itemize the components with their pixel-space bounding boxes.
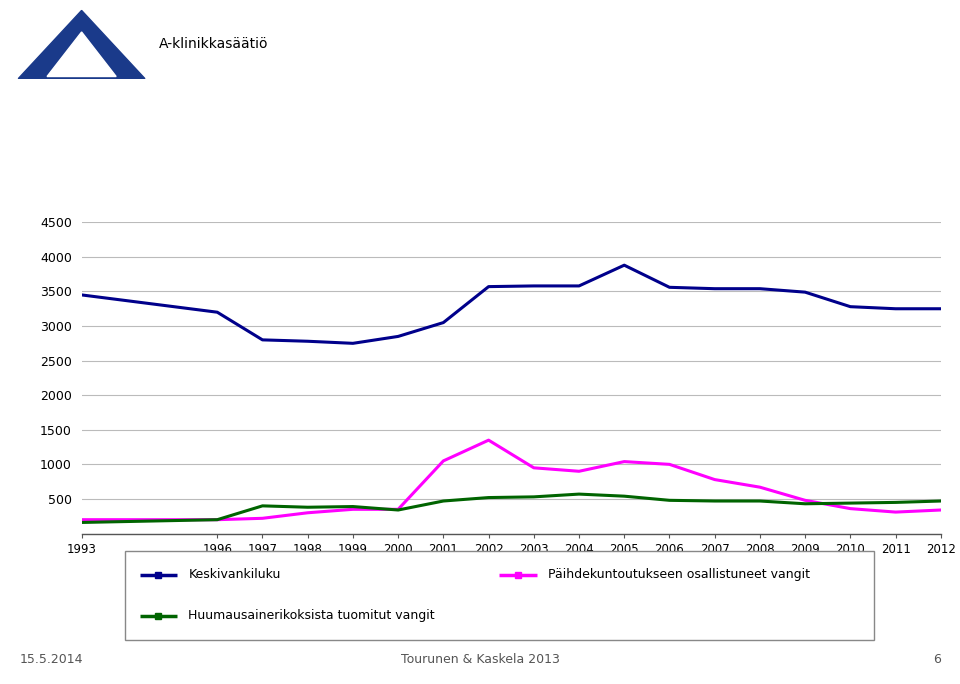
Text: A-klinikkasäätiö: A-klinikkasäätiö — [159, 37, 269, 51]
Text: 15.5.2014: 15.5.2014 — [19, 653, 83, 666]
Polygon shape — [47, 32, 116, 77]
Polygon shape — [18, 10, 145, 79]
Text: Keskivankiluku: Keskivankiluku — [188, 568, 281, 581]
Text: Huumausainerikoksista tuomitut vangit: Huumausainerikoksista tuomitut vangit — [188, 609, 435, 622]
Text: 6: 6 — [933, 653, 941, 666]
Text: Keskivankiluku, kuntoutusohjelmiin os. vankien määrä: Keskivankiluku, kuntoutusohjelmiin os. v… — [21, 95, 684, 115]
Text: Tourunen & Kaskela 2013: Tourunen & Kaskela 2013 — [400, 653, 560, 666]
Text: Päihdekuntoutukseen osallistuneet vangit: Päihdekuntoutukseen osallistuneet vangit — [548, 568, 810, 581]
Text: (Vankeinhoidon vuosikertomukset ja –tilastot): (Vankeinhoidon vuosikertomukset ja –tila… — [264, 183, 618, 198]
Text: ja huumerikoksista päärikoksena tuomittujen vankien: ja huumerikoksista päärikoksena tuomittu… — [21, 137, 674, 157]
Text: määrä 1993-2012: määrä 1993-2012 — [21, 183, 234, 203]
